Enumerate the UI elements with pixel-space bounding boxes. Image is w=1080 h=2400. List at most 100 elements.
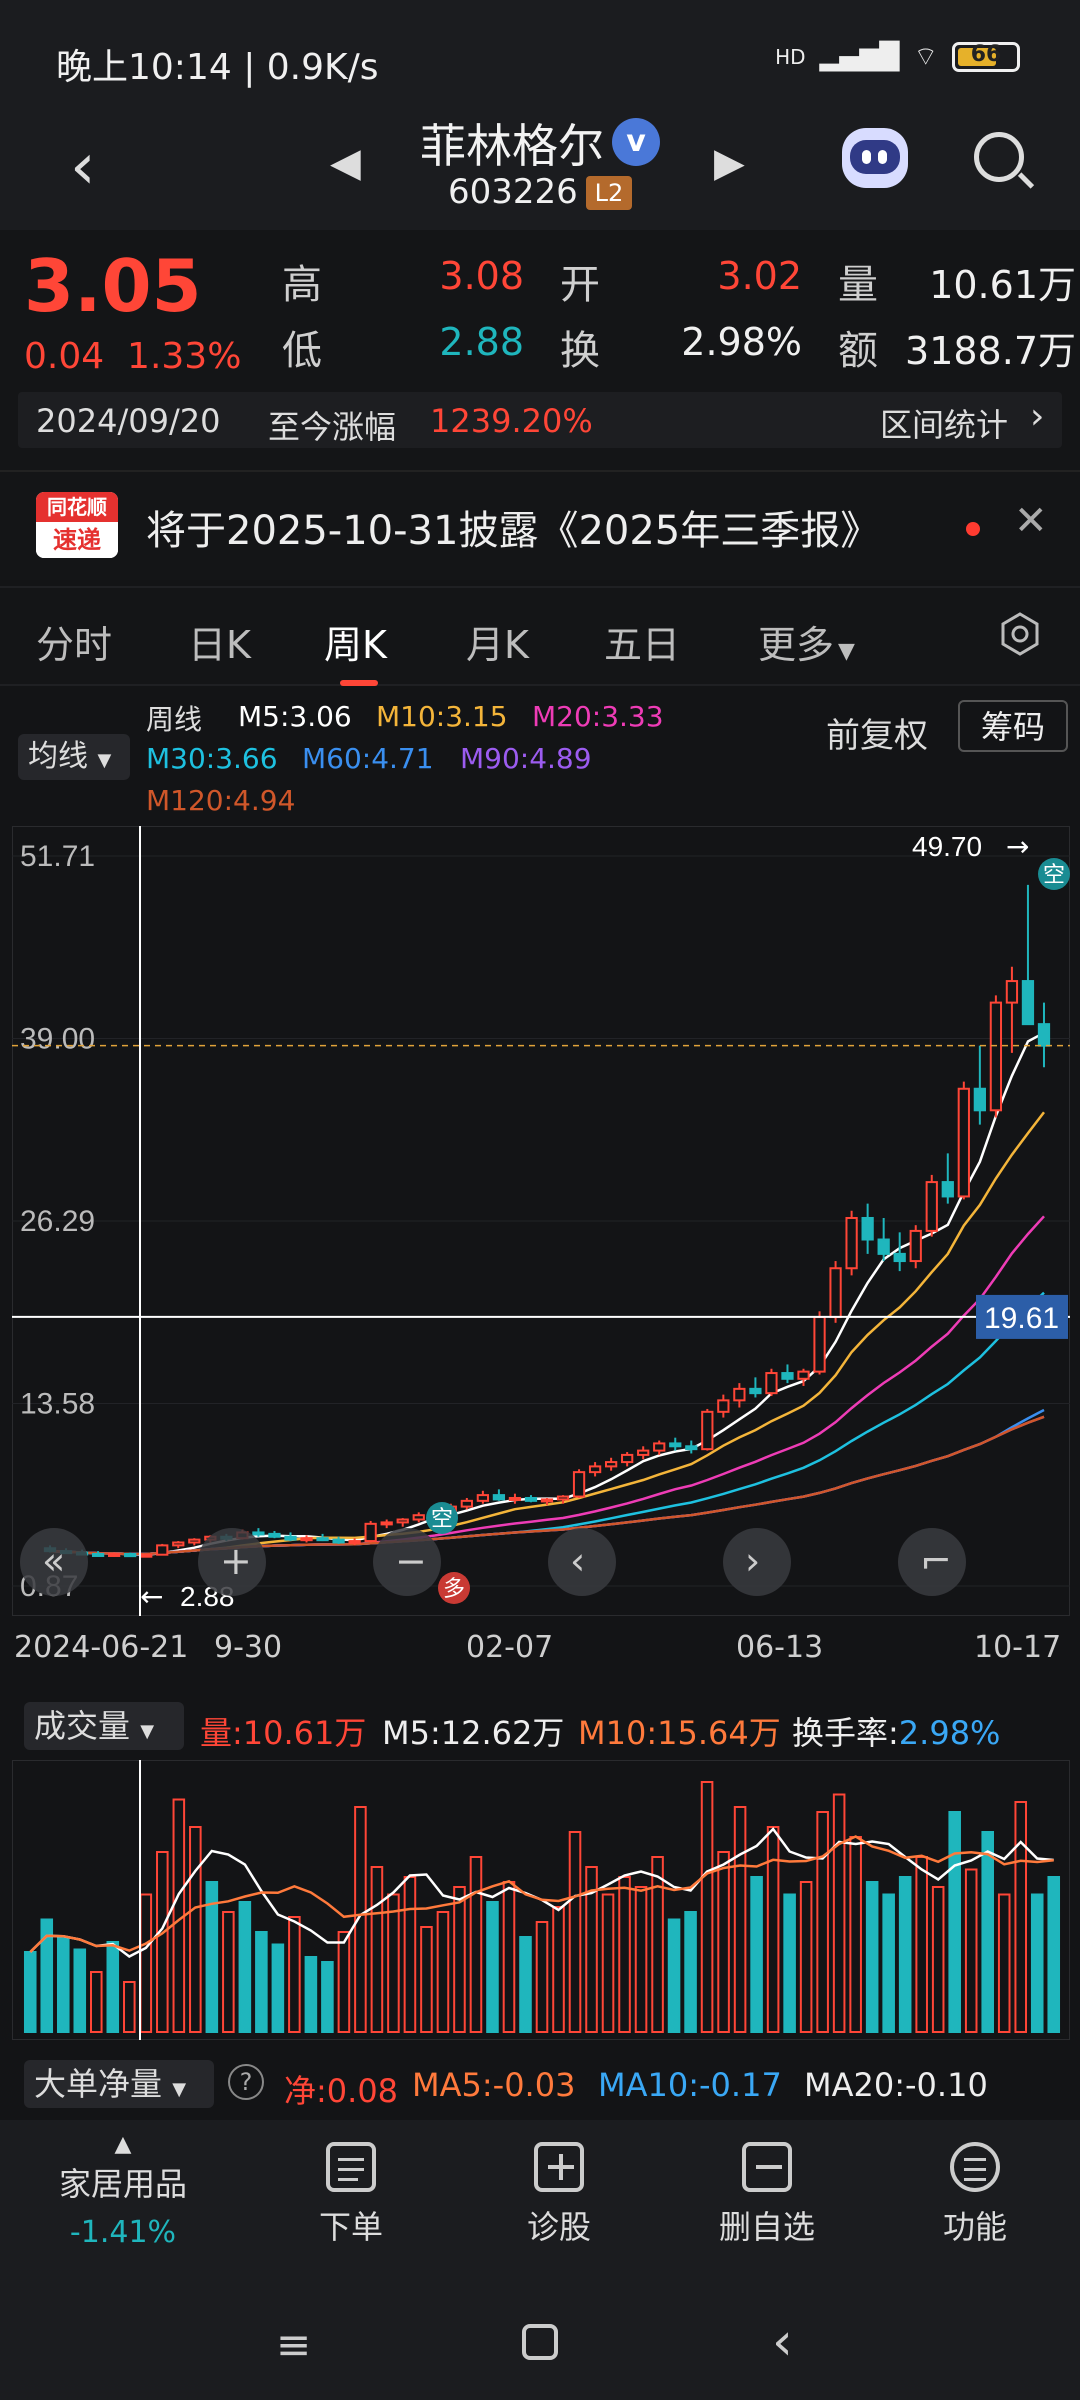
ma-selector[interactable]: 均线 ▼ xyxy=(18,734,130,780)
volume-bar xyxy=(964,1868,978,2033)
range-stats-link[interactable]: 区间统计 xyxy=(880,406,1009,444)
candle-body xyxy=(140,1553,153,1558)
period-label: 周线 xyxy=(146,703,203,736)
diagnose-button[interactable]: 诊股 xyxy=(484,2142,634,2248)
candle-body xyxy=(781,1372,794,1380)
volume-bar xyxy=(816,1811,829,2033)
settings-icon[interactable] xyxy=(996,610,1044,658)
candle-body xyxy=(524,1496,538,1502)
active-tab-indicator xyxy=(340,680,378,686)
volume-bar xyxy=(519,1936,532,2033)
legend-m5: M5:3.06 xyxy=(238,700,352,733)
volume-chart[interactable] xyxy=(12,1760,1070,2040)
signal-kong-badge-bg xyxy=(426,1502,458,1534)
candle-body xyxy=(556,1495,570,1501)
volume-bar xyxy=(288,1916,301,2033)
y-tick-label: 26.29 xyxy=(20,1205,95,1238)
flow-net: 净:0.08 xyxy=(284,2072,399,2110)
volume-bar xyxy=(733,1806,747,2033)
verified-icon: v xyxy=(612,118,660,166)
signal-duo-badge: 多 xyxy=(443,1577,465,1602)
remove-watchlist-button[interactable]: 删自选 xyxy=(692,2142,842,2248)
chart-control-icon-1: + xyxy=(220,1539,252,1583)
volume-bar xyxy=(684,1911,697,2033)
volume-bar xyxy=(552,1906,565,2033)
function-button[interactable]: 功能 xyxy=(900,2142,1050,2248)
candle-body xyxy=(284,1535,297,1541)
x-label-start: 2024-06-21 xyxy=(14,1630,189,1665)
crosshair-price-label: 19.61 xyxy=(984,1302,1059,1335)
prev-stock-icon[interactable]: ◀ xyxy=(330,140,361,186)
volume-bar xyxy=(634,1886,648,2033)
sector-change: -1.41% xyxy=(69,2215,177,2250)
dropdown-icon: ▼ xyxy=(838,639,855,664)
assistant-robot-icon[interactable] xyxy=(842,128,908,188)
volume-bar xyxy=(882,1893,895,2033)
volume-bar xyxy=(73,1948,87,2033)
recent-apps-icon[interactable]: ≡ xyxy=(276,2320,312,2369)
home-icon[interactable] xyxy=(522,2324,558,2360)
volume-bar xyxy=(222,1911,235,2033)
low-label: 低 xyxy=(282,328,322,374)
announcement-banner[interactable]: 同花顺 速递 将于2025-10-31披露《2025年三季报》 ✕ xyxy=(0,470,1080,580)
tab-daily[interactable]: 日K xyxy=(188,623,251,667)
volume-bar xyxy=(321,1961,334,2033)
back-arrow-icon[interactable]: ‹ xyxy=(70,130,96,204)
candle-body xyxy=(492,1494,506,1501)
order-button[interactable]: 下单 xyxy=(276,2142,426,2248)
volume-bar xyxy=(585,1866,598,2033)
l2-badge[interactable]: L2 xyxy=(586,176,632,210)
volume-bar xyxy=(189,1826,202,2033)
tab-monthly[interactable]: 月K xyxy=(466,623,529,667)
volume-bar xyxy=(849,1836,862,2033)
volume-value: 量:10.61万 xyxy=(200,1714,367,1752)
sector-item[interactable]: ▲ 家居用品 -1.41% xyxy=(48,2132,198,2250)
tab-intraday[interactable]: 分时 xyxy=(36,623,113,667)
volume-value: 10.61万 xyxy=(929,263,1076,307)
volume-bar xyxy=(403,1876,417,2033)
status-icons: HD ▂▄▆█ ⌔ 66 xyxy=(775,40,1020,73)
volume-bar xyxy=(90,1971,103,2033)
back-icon[interactable]: ‹ xyxy=(772,2312,793,2372)
candle-body xyxy=(396,1518,409,1524)
diagnose-icon xyxy=(534,2142,584,2192)
volume-bar xyxy=(255,1931,268,2033)
volume-bars xyxy=(23,1781,1061,2033)
tab-five-day[interactable]: 五日 xyxy=(604,623,681,667)
search-icon[interactable] xyxy=(974,132,1024,182)
tab-more[interactable]: 更多 ▼ xyxy=(758,623,855,667)
chevron-right-icon: › xyxy=(1030,396,1045,437)
candle-body xyxy=(1005,980,1019,1004)
candle-body xyxy=(1037,1023,1051,1047)
help-icon[interactable]: ? xyxy=(228,2064,264,2100)
candle-body xyxy=(717,1399,730,1413)
tab-weekly[interactable]: 周K xyxy=(324,623,387,667)
candle-body xyxy=(749,1387,762,1395)
candle-body xyxy=(172,1541,185,1547)
candle-body xyxy=(957,1087,970,1198)
remove-icon xyxy=(742,2142,792,2192)
max-price-label: 49.70 xyxy=(912,831,982,862)
volume-bar xyxy=(915,1856,928,2033)
volume-bar xyxy=(1030,1893,1044,2033)
volume-bar xyxy=(618,1876,631,2033)
max-arrow-icon: → xyxy=(1006,830,1029,863)
high-value: 3.08 xyxy=(439,254,524,298)
chart-control-icon-3: ‹ xyxy=(570,1539,585,1583)
chart-control-icon-2: − xyxy=(395,1539,427,1583)
battery-icon: 66 xyxy=(952,41,1020,72)
volume-bar xyxy=(156,1851,169,2033)
indicator-selector[interactable]: 成交量 ▼ xyxy=(24,1702,184,1750)
candle-body xyxy=(1021,980,1035,1026)
close-icon[interactable]: ✕ xyxy=(1014,498,1048,544)
candle-body xyxy=(476,1494,490,1502)
next-stock-icon[interactable]: ▶ xyxy=(714,140,745,186)
flow-selector[interactable]: 大单净量 ▼ xyxy=(24,2060,214,2108)
range-row[interactable]: 2024/09/20 至今涨幅 1239.20% 区间统计 › xyxy=(18,392,1062,448)
volume-bar xyxy=(271,1943,285,2033)
adjust-mode[interactable]: 前复权 xyxy=(826,716,928,756)
candle-body xyxy=(300,1537,313,1542)
candle-body xyxy=(364,1522,377,1543)
chips-button[interactable]: 筹码 xyxy=(958,700,1068,752)
